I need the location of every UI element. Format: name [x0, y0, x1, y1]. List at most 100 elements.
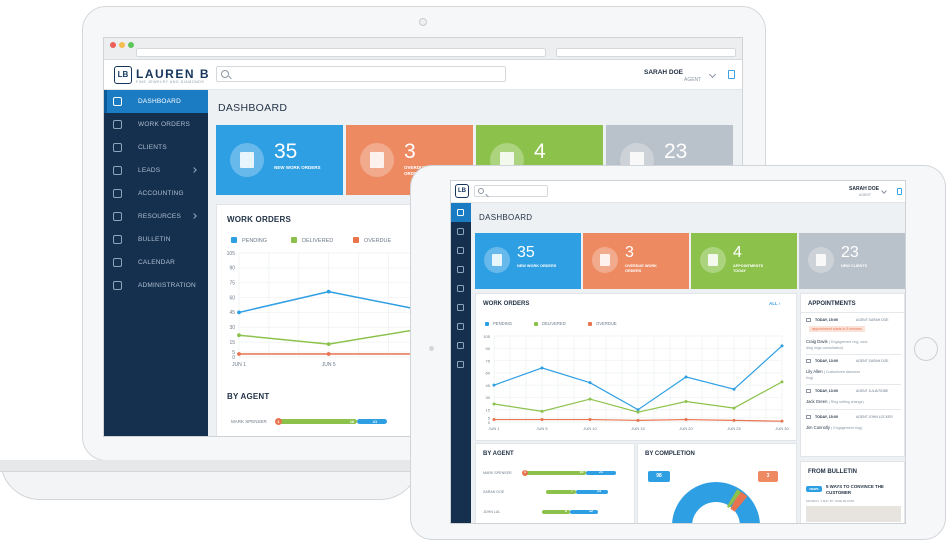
work-orders-line-chart: 05 15 30 45 60 75 90 105 JUN 1 JUN 5 JUN 10 JUN 15 J… — [483, 334, 789, 431]
y-tick-label: 30 — [229, 325, 235, 331]
appointment-client[interactable]: Jim Connolly ( Engagement ring) — [806, 425, 862, 430]
data-point-overdue[interactable] — [588, 418, 592, 422]
data-point-overdue[interactable] — [684, 418, 688, 422]
data-point-pending[interactable] — [492, 383, 496, 387]
legend-pending[interactable]: PENDING — [485, 321, 512, 326]
data-point-delivered[interactable] — [732, 406, 736, 410]
appointment-client[interactable]: Lily Allen ( Customized diamond — [806, 369, 860, 374]
sidebar-item-bulletin[interactable] — [451, 317, 471, 336]
sidebar-item-resources[interactable] — [451, 298, 471, 317]
data-point-overdue[interactable] — [636, 418, 640, 422]
agent-delivered-bar[interactable] — [524, 471, 586, 475]
chevron-down-icon[interactable] — [708, 70, 717, 79]
agent-pending-bar[interactable] — [570, 510, 598, 514]
window-minimize-button[interactable] — [119, 42, 125, 48]
sidebar-item-dashboard[interactable] — [451, 203, 471, 222]
data-point-overdue[interactable] — [540, 418, 544, 422]
browser-search-bar[interactable] — [556, 48, 736, 57]
agent-overdue-dot[interactable] — [275, 418, 282, 425]
data-point-delivered[interactable] — [326, 342, 331, 347]
data-point-pending[interactable] — [684, 375, 688, 379]
agent-delivered-bar[interactable] — [542, 510, 570, 514]
sidebar-item-administration[interactable]: ADMINISTRATION — [104, 274, 208, 297]
sidebar-item-clients[interactable]: CLIENTS — [104, 136, 208, 159]
data-point-overdue[interactable] — [732, 418, 736, 422]
data-point-delivered[interactable] — [684, 400, 688, 404]
sidebar-item-administration[interactable] — [451, 355, 471, 374]
sidebar-item-calendar[interactable]: CALENDAR — [104, 251, 208, 274]
browser-address-bar[interactable] — [136, 48, 546, 57]
sidebar-item-dashboard[interactable]: DASHBOARD — [104, 90, 208, 113]
data-point-pending[interactable] — [237, 310, 241, 315]
data-point-overdue[interactable] — [237, 352, 241, 356]
sidebar-item-calendar[interactable] — [451, 336, 471, 355]
data-point-delivered[interactable] — [492, 402, 496, 406]
stat-card-new-clients[interactable]: 23 NEW CLIENTS — [799, 233, 905, 289]
data-point-pending[interactable] — [780, 344, 784, 348]
divider — [806, 384, 901, 385]
search-input[interactable] — [216, 66, 506, 82]
data-point-pending[interactable] — [732, 387, 736, 391]
sidebar-item-accounting[interactable]: ACCOUNTING — [104, 182, 208, 205]
sidebar-item-accounting[interactable] — [451, 279, 471, 298]
overdue-badge[interactable]: 3 — [758, 471, 778, 482]
work-orders-all-link[interactable]: ALL › — [769, 301, 781, 306]
sidebar-item-work-orders[interactable]: WORK ORDERS — [104, 113, 208, 136]
data-point-overdue[interactable] — [326, 352, 331, 356]
data-point-delivered[interactable] — [780, 380, 784, 384]
data-point-pending[interactable] — [588, 381, 592, 385]
logout-icon[interactable] — [728, 70, 735, 79]
data-point-delivered[interactable] — [237, 333, 241, 338]
logout-icon[interactable] — [897, 188, 902, 195]
stat-card-new-work-orders[interactable]: 35 NEW WORK ORDERS — [216, 125, 343, 195]
donut-overdue-slice[interactable] — [730, 491, 748, 512]
completed-badge[interactable]: 98 — [648, 471, 670, 482]
window-close-button[interactable] — [110, 42, 116, 48]
brand-logo-mark[interactable]: LB — [455, 184, 469, 198]
donut-delivered-slice[interactable] — [726, 489, 741, 509]
appointment-client[interactable]: Jack Green ( Ring setting change) — [806, 399, 864, 404]
bulletin-headline[interactable]: 5 WAYS TO CONVINCE THE CUSTOMER — [826, 484, 884, 495]
agent-pending-bar[interactable] — [586, 471, 616, 475]
user-name[interactable]: SARAH DOE — [849, 186, 880, 192]
legend-overdue[interactable]: OVERDUE — [353, 237, 391, 244]
legend-delivered[interactable]: DELIVERED — [534, 321, 566, 326]
bookmark-icon — [457, 323, 464, 330]
brand-logo-mark[interactable]: LB — [114, 66, 132, 84]
data-point-overdue[interactable] — [492, 418, 496, 422]
stat-card-appointments[interactable]: 4 APPOINTMENTS TODAY — [691, 233, 797, 289]
sidebar-item-resources[interactable]: RESOURCES — [104, 205, 208, 228]
user-name[interactable]: SARAH DOE — [644, 69, 684, 76]
sidebar-item-leads[interactable] — [451, 260, 471, 279]
data-point-pending[interactable] — [636, 408, 640, 412]
agent-overdue-dot[interactable] — [522, 470, 528, 476]
sidebar-item-leads[interactable]: LEADS — [104, 159, 208, 182]
legend-delivered[interactable]: DELIVERED — [291, 237, 333, 244]
bulletin-thumbnail[interactable] — [806, 506, 901, 522]
sidebar-item-clients[interactable] — [451, 241, 471, 260]
window-maximize-button[interactable] — [128, 42, 134, 48]
agent-pending-bar[interactable] — [576, 490, 608, 494]
stat-card-new-work-orders[interactable]: 35 NEW WORK ORDERS — [475, 233, 581, 289]
agent-pending-bar[interactable] — [357, 419, 387, 424]
sidebar-item-work-orders[interactable] — [451, 222, 471, 241]
chevron-down-icon[interactable] — [881, 188, 887, 194]
sidebar-item-bulletin[interactable]: BULLETIN — [104, 228, 208, 251]
agent-delivered-bar[interactable] — [277, 419, 357, 424]
data-point-delivered[interactable] — [636, 410, 640, 414]
search-input[interactable] — [474, 185, 548, 197]
data-point-overdue[interactable] — [780, 419, 784, 423]
data-point-delivered[interactable] — [540, 409, 544, 413]
stat-card-overdue[interactable]: 3 OVERDUE WORK ORDERS — [583, 233, 689, 289]
donut-completed-slice[interactable] — [672, 482, 760, 524]
data-point-pending[interactable] — [326, 289, 331, 294]
data-point-pending[interactable] — [540, 366, 544, 370]
appointment-client[interactable]: Craig Davis ( Engagement ring, wed- — [806, 339, 868, 344]
legend-overdue[interactable]: OVERDUE — [588, 321, 617, 326]
legend-pending[interactable]: PENDING — [231, 237, 267, 244]
tablet-home-button[interactable] — [914, 337, 938, 361]
stat-label: NEW CLIENTS — [841, 264, 868, 268]
data-point-delivered[interactable] — [588, 397, 592, 401]
agent-delivered-bar[interactable] — [546, 490, 576, 494]
x-tick-label: JUN 1 — [232, 362, 246, 368]
